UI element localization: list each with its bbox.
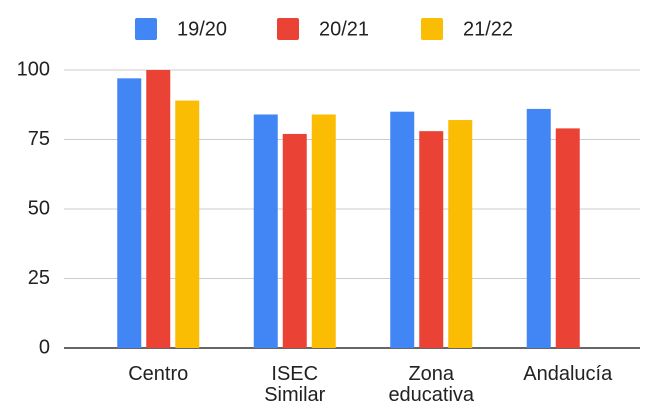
bar [282,133,307,348]
legend-swatch [277,18,299,40]
legend-swatch [135,18,157,40]
legend-label: 21/22 [463,18,513,40]
x-tick-label: Zona educativa [388,363,475,406]
bar [175,100,200,348]
bar [419,131,444,348]
bar [390,111,415,348]
y-tick-label: 25 [28,267,50,289]
bar [448,120,473,348]
bar [117,78,142,348]
bar [146,70,171,348]
y-tick-label: 100 [17,58,50,80]
bar [311,114,336,348]
legend-label: 19/20 [177,18,227,40]
y-tick-label: 75 [28,128,50,150]
legend-label: 20/21 [319,18,369,40]
x-tick-label: Andalucía [523,363,613,385]
y-tick-label: 50 [28,197,50,219]
legend-swatch [421,18,443,40]
bar [555,128,580,348]
bar [253,114,278,348]
x-tick-label: ISEC Similar [264,363,326,406]
x-tick-label: Centro [128,363,189,385]
bar [526,108,551,348]
y-tick-label: 0 [39,336,50,358]
